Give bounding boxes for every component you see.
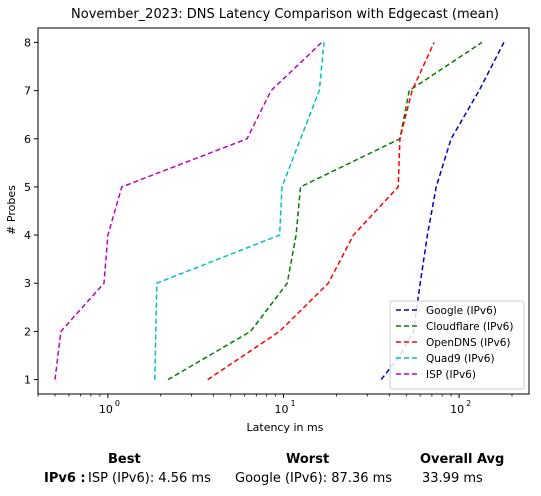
overall-avg-value: 33.99 ms	[422, 471, 483, 486]
series-line-0	[380, 42, 505, 381]
worst-value: Google (IPv6): 87.36 ms	[235, 471, 393, 486]
series-line-2	[207, 42, 435, 381]
y-tick-label: 3	[24, 277, 31, 290]
worst-header: Worst	[286, 452, 330, 467]
x-tick-exponent: 2	[466, 399, 471, 408]
legend-label-0: Google (IPv6)	[426, 305, 497, 317]
series-line-4	[54, 41, 323, 380]
legend-label-3: Quad9 (IPv6)	[426, 353, 495, 365]
series-line-1	[167, 41, 483, 381]
legend: Google (IPv6) Cloudflare (IPv6) OpenDNS (I…	[389, 300, 525, 390]
x-tick-label: 10	[275, 403, 289, 416]
series-line-3	[154, 42, 325, 380]
x-axis-label: Latency in ms	[247, 421, 324, 434]
best-value: ISP (IPv6): 4.56 ms	[88, 471, 211, 486]
y-tick-label: 1	[24, 374, 31, 387]
ipv6-row-label: IPv6 :	[44, 471, 86, 486]
latency-chart: November_2023: DNS Latency Comparison wi…	[5, 7, 530, 434]
best-header: Best	[108, 452, 141, 467]
x-tick-label: 10	[99, 403, 113, 416]
y-tick-label: 4	[24, 229, 31, 242]
x-tick-exponent: 0	[115, 399, 120, 408]
y-tick-label: 7	[24, 85, 31, 98]
summary-table: Best Worst Overall Avg IPv6 : ISP (IPv6)…	[0, 448, 541, 496]
y-tick-label: 2	[24, 325, 31, 338]
legend-box	[389, 300, 525, 390]
x-tick-label: 10	[450, 403, 464, 416]
x-tick-exponent: 1	[291, 399, 296, 408]
y-tick-label: 8	[24, 36, 31, 49]
legend-label-1: Cloudflare (IPv6)	[426, 321, 513, 333]
y-tick-label: 5	[24, 181, 31, 194]
legend-label-2: OpenDNS (IPv6)	[426, 337, 511, 349]
chart-title: November_2023: DNS Latency Comparison wi…	[71, 7, 499, 22]
overall-avg-header: Overall Avg	[420, 452, 505, 467]
y-tick-label: 6	[24, 133, 31, 146]
series-layer	[54, 41, 505, 381]
legend-label-4: ISP (IPv6)	[426, 369, 476, 381]
y-axis-label: # Probes	[5, 185, 18, 235]
